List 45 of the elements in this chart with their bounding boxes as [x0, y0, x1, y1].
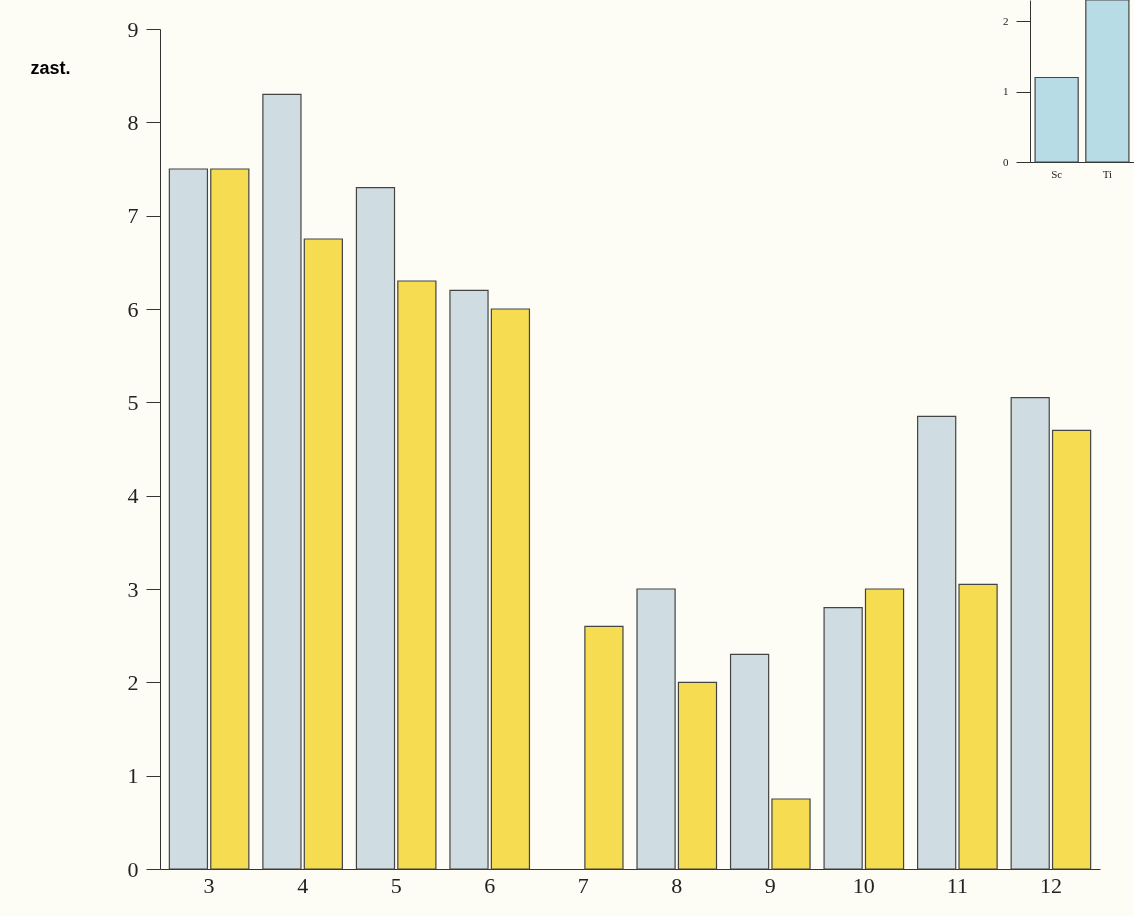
bar [1051, 429, 1092, 870]
bar [729, 653, 770, 870]
bar [584, 625, 624, 870]
bar [397, 280, 437, 870]
bar [917, 415, 957, 870]
y-tick-label: 0 [1003, 155, 1009, 168]
bar [449, 289, 489, 870]
x-tick-label: 3 [203, 872, 215, 898]
x-tick-label: 6 [484, 872, 496, 898]
x-tick-label: Ti [1102, 167, 1113, 180]
bar [636, 588, 676, 870]
y-tick-label: 3 [127, 576, 139, 602]
x-tick-label: 7 [577, 872, 589, 898]
bar [771, 798, 811, 870]
y-tick-label: 2 [127, 669, 139, 695]
y-tick-label: 2 [1003, 14, 1009, 27]
y-tick-label: 5 [127, 389, 139, 415]
bar [303, 238, 343, 870]
bar [355, 187, 396, 870]
x-tick-label: 9 [764, 872, 776, 898]
x-tick-label: 5 [390, 872, 402, 898]
bar [823, 607, 863, 870]
bar [677, 681, 718, 870]
x-tick-label: 12 [1039, 872, 1062, 898]
bar [490, 308, 531, 870]
y-tick-label: 4 [127, 483, 139, 509]
bar [958, 583, 998, 870]
y-axis-title: zast. [30, 57, 71, 78]
bar [864, 588, 905, 870]
bar [262, 93, 302, 870]
x-tick-label: Sc [1051, 167, 1063, 180]
x-tick-label: 11 [946, 872, 968, 898]
x-tick-label: 4 [297, 872, 309, 898]
bar [1010, 397, 1050, 870]
y-tick-label: 0 [127, 856, 139, 882]
y-tick-label: 1 [127, 763, 139, 789]
y-tick-label: 9 [127, 16, 139, 42]
x-tick-label: 10 [852, 872, 875, 898]
bar [210, 168, 250, 870]
y-tick-label: 8 [127, 109, 139, 135]
y-tick-label: 6 [127, 296, 139, 322]
y-tick-label: 7 [127, 203, 139, 229]
bar [168, 168, 209, 870]
y-tick-label: 1 [1003, 85, 1009, 98]
x-tick-label: 8 [671, 872, 683, 898]
